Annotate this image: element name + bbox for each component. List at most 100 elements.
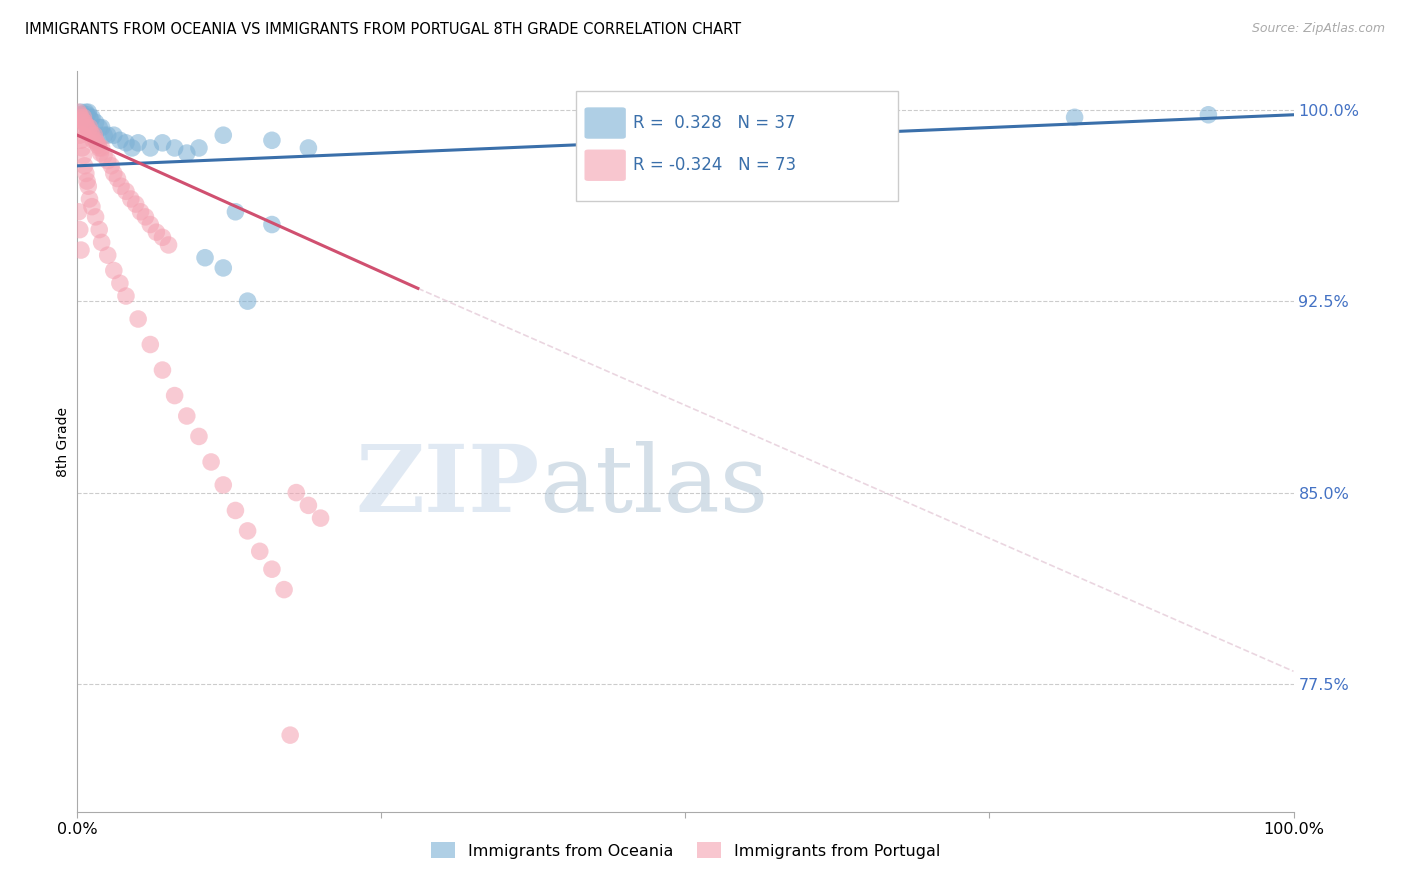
Point: [152, 363, 174, 377]
Point: [70, 105, 93, 120]
Point: [278, 728, 301, 742]
Point: [188, 429, 211, 443]
Point: [83, 128, 105, 143]
Point: [212, 128, 235, 143]
Text: Source: ZipAtlas.com: Source: ZipAtlas.com: [1251, 22, 1385, 36]
Point: [108, 133, 131, 147]
Text: R =  0.328   N = 37: R = 0.328 N = 37: [633, 114, 796, 132]
Point: [82, 133, 104, 147]
Point: [90, 235, 112, 250]
Point: [75, 105, 97, 120]
Point: [73, 115, 96, 129]
Point: [188, 141, 211, 155]
Point: [97, 153, 120, 168]
Point: [249, 544, 271, 558]
Point: [100, 159, 122, 173]
Point: [97, 248, 120, 262]
Point: [70, 243, 93, 257]
Point: [212, 260, 235, 275]
Point: [1197, 108, 1219, 122]
Point: [115, 185, 138, 199]
Point: [115, 136, 138, 150]
Point: [97, 128, 120, 143]
Point: [69, 108, 91, 122]
Text: atlas: atlas: [540, 441, 769, 531]
Point: [152, 136, 174, 150]
Point: [84, 210, 107, 224]
Point: [110, 179, 132, 194]
Point: [79, 120, 101, 135]
Point: [236, 294, 259, 309]
Point: [103, 166, 125, 180]
Point: [139, 337, 162, 351]
Point: [75, 118, 97, 132]
Point: [76, 120, 98, 135]
Point: [163, 141, 186, 155]
Point: [84, 133, 107, 147]
Text: R = -0.324   N = 73: R = -0.324 N = 73: [633, 156, 796, 174]
Point: [121, 141, 143, 155]
Point: [309, 511, 332, 525]
Point: [127, 312, 149, 326]
Point: [176, 146, 198, 161]
Point: [73, 111, 96, 125]
Point: [127, 136, 149, 150]
Point: [194, 251, 217, 265]
Point: [163, 388, 186, 402]
Point: [70, 141, 93, 155]
Point: [80, 126, 103, 140]
Point: [139, 218, 162, 232]
FancyBboxPatch shape: [585, 150, 626, 181]
FancyBboxPatch shape: [576, 91, 898, 201]
Point: [139, 141, 162, 155]
Point: [260, 218, 283, 232]
Point: [224, 204, 246, 219]
Point: [129, 204, 152, 219]
Legend: Immigrants from Oceania, Immigrants from Portugal: Immigrants from Oceania, Immigrants from…: [423, 834, 948, 867]
Point: [297, 499, 319, 513]
Point: [80, 128, 103, 143]
Point: [90, 120, 112, 135]
Point: [103, 263, 125, 277]
Point: [772, 111, 794, 125]
Point: [69, 128, 91, 143]
Point: [103, 128, 125, 143]
Point: [260, 562, 283, 576]
Point: [93, 148, 115, 162]
Point: [72, 111, 94, 125]
Point: [120, 192, 142, 206]
Point: [107, 171, 129, 186]
Point: [69, 222, 91, 236]
Point: [89, 222, 111, 236]
Point: [87, 138, 110, 153]
Point: [134, 210, 156, 224]
FancyBboxPatch shape: [585, 107, 626, 139]
Point: [70, 112, 93, 127]
Point: [76, 108, 98, 122]
Point: [1063, 111, 1085, 125]
Point: [224, 503, 246, 517]
Point: [80, 200, 103, 214]
Point: [84, 115, 107, 129]
Point: [108, 277, 131, 291]
Point: [89, 120, 111, 135]
Point: [273, 582, 295, 597]
Point: [70, 133, 93, 147]
Point: [69, 108, 91, 122]
Point: [67, 204, 90, 219]
Point: [89, 146, 111, 161]
Point: [79, 111, 101, 125]
Point: [236, 524, 259, 538]
Point: [76, 174, 98, 188]
Text: IMMIGRANTS FROM OCEANIA VS IMMIGRANTS FROM PORTUGAL 8TH GRADE CORRELATION CHART: IMMIGRANTS FROM OCEANIA VS IMMIGRANTS FR…: [25, 22, 741, 37]
Point: [200, 455, 222, 469]
Point: [77, 123, 100, 137]
Point: [176, 409, 198, 423]
Point: [86, 136, 108, 150]
Point: [80, 111, 103, 125]
Point: [79, 192, 101, 206]
Point: [77, 179, 100, 194]
Point: [90, 141, 112, 155]
Point: [152, 230, 174, 244]
Point: [70, 111, 93, 125]
